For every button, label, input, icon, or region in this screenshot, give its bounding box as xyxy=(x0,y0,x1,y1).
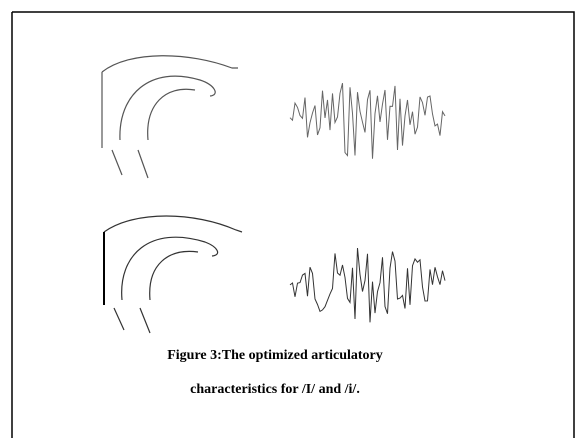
figure xyxy=(0,0,585,438)
page: Figure 3:The optimized articulatory char… xyxy=(0,0,585,438)
figure-caption: Figure 3:The optimized articulatory xyxy=(0,348,550,364)
waveform-top xyxy=(290,83,445,159)
figure-caption: characteristics for /I/ and /i/. xyxy=(0,382,550,398)
vocal-tract-top xyxy=(102,56,238,178)
frame xyxy=(12,12,574,438)
waveform-bottom xyxy=(290,248,445,322)
vocal-tract-bottom xyxy=(104,216,242,333)
